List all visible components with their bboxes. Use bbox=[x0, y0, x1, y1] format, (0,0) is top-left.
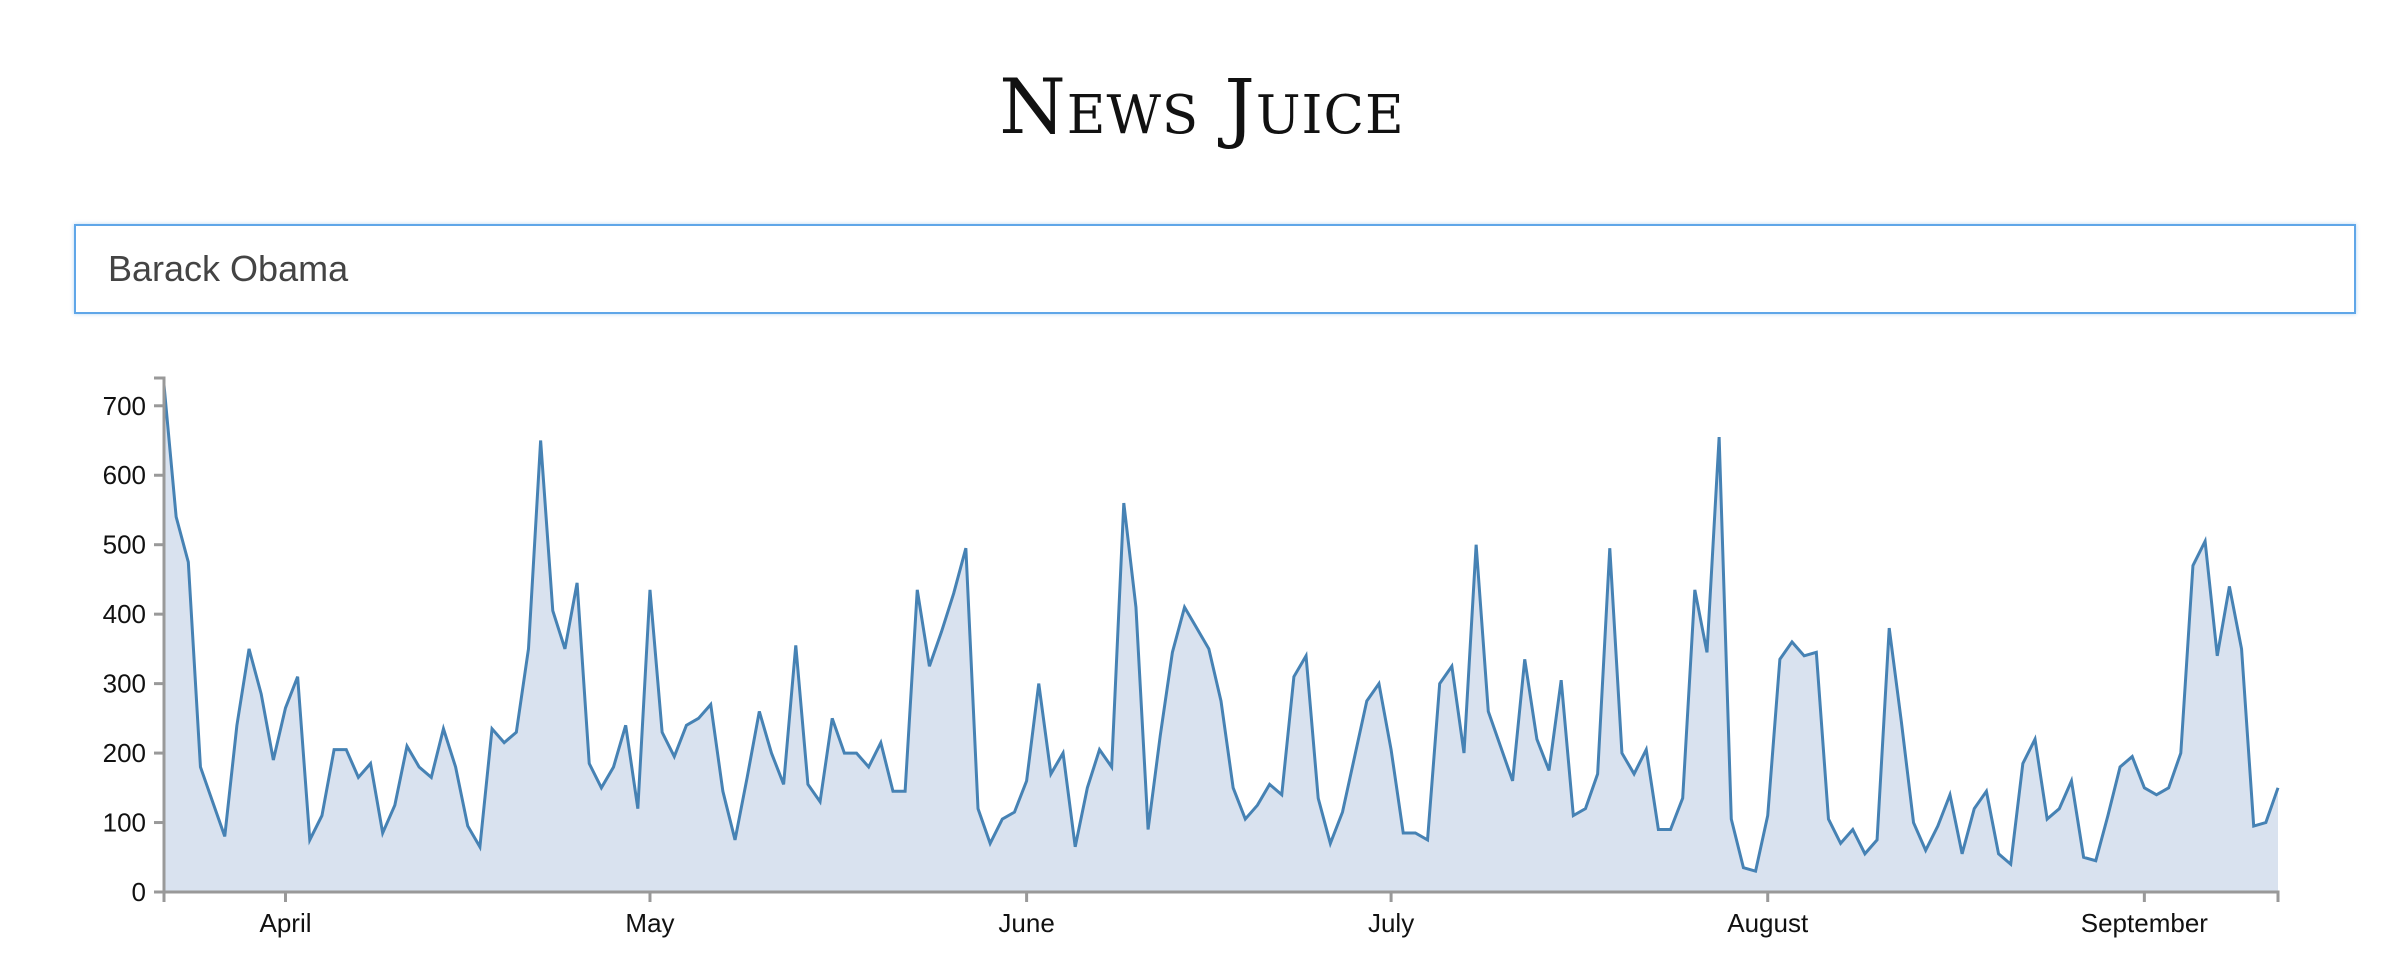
y-tick-label: 500 bbox=[103, 530, 146, 560]
area-fill bbox=[164, 384, 2278, 892]
series-line bbox=[162, 384, 2280, 874]
y-tick-label: 700 bbox=[103, 391, 146, 421]
x-tick-label: August bbox=[1727, 908, 1809, 938]
page-title: News Juice bbox=[999, 62, 1405, 151]
y-tick-label: 100 bbox=[103, 808, 146, 838]
x-tick-label: September bbox=[2081, 908, 2209, 938]
x-axis-domain bbox=[162, 890, 2280, 902]
y-axis-domain bbox=[154, 376, 166, 894]
y-tick-label: 400 bbox=[103, 599, 146, 629]
y-tick-label: 0 bbox=[132, 877, 146, 907]
y-tick-label: 200 bbox=[103, 738, 146, 768]
plot-area bbox=[162, 384, 2280, 892]
x-tick-label: April bbox=[259, 908, 311, 938]
search-input[interactable] bbox=[74, 224, 2356, 314]
x-axis: April May June July August September bbox=[162, 890, 2280, 938]
y-axis: 0 100 200 300 400 500 600 700 bbox=[103, 376, 166, 907]
x-tick-label: May bbox=[625, 908, 674, 938]
y-tick-label: 600 bbox=[103, 460, 146, 490]
x-tick-label: June bbox=[998, 908, 1054, 938]
x-tick-label: July bbox=[1368, 908, 1414, 938]
y-tick-label: 300 bbox=[103, 669, 146, 699]
